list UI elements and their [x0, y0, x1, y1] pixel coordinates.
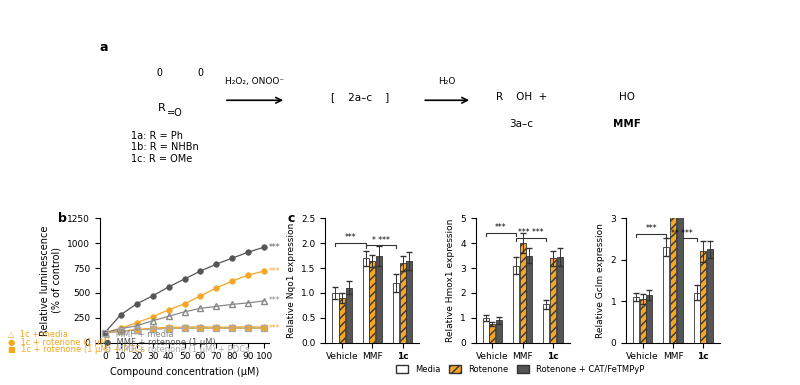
Text: ***: *** [269, 296, 281, 305]
Text: R    OH  +: R OH + [496, 92, 547, 102]
Y-axis label: Relative Nqo1 expression: Relative Nqo1 expression [287, 223, 296, 338]
Bar [663, 247, 670, 343]
Bar [707, 249, 713, 343]
Text: MMF: MMF [613, 119, 641, 129]
Text: ***: *** [269, 243, 281, 252]
Bar [520, 243, 526, 343]
Legend: Media, Rotenone, Rotenone + CAT/FeTMPyP: Media, Rotenone, Rotenone + CAT/FeTMPyP [393, 361, 647, 377]
Bar [513, 266, 519, 343]
Text: ●  MMF + rotenone (1 μM): ● MMF + rotenone (1 μM) [104, 338, 216, 346]
Y-axis label: Relative Hmox1 expression: Relative Hmox1 expression [446, 219, 454, 342]
Text: 3a–c: 3a–c [510, 119, 534, 129]
Text: H₂O: H₂O [438, 77, 456, 86]
Y-axis label: Relative luminescence
(% of control): Relative luminescence (% of control) [40, 225, 62, 336]
Bar [694, 293, 700, 343]
Text: ** ***: ** *** [670, 229, 692, 238]
Bar [332, 293, 338, 343]
Text: ***: *** [495, 223, 506, 232]
Bar [633, 297, 639, 343]
Text: ***: *** [646, 224, 657, 233]
Text: 1a: R = Ph
1b: R = NHBn
1c: R = OMe: 1a: R = Ph 1b: R = NHBn 1c: R = OMe [131, 131, 198, 164]
Text: [    2a–c    ]: [ 2a–c ] [331, 92, 390, 102]
Bar [640, 299, 646, 343]
Bar [339, 298, 345, 343]
Bar [526, 256, 533, 343]
Text: *** ***: *** *** [518, 228, 544, 237]
Y-axis label: Relative Gclm expression: Relative Gclm expression [596, 223, 605, 338]
Bar [482, 318, 489, 343]
Bar [393, 283, 399, 343]
Bar [370, 261, 375, 343]
Text: ***: *** [345, 233, 357, 242]
Bar [346, 288, 352, 343]
Bar [376, 256, 382, 343]
Text: ●  1c + rotenone (1 μM): ● 1c + rotenone (1 μM) [8, 338, 110, 346]
Bar [362, 258, 369, 343]
Text: △  MMF + media: △ MMF + media [104, 330, 174, 339]
Text: ***: *** [269, 266, 281, 276]
Bar [700, 251, 706, 343]
Text: O      O: O O [157, 69, 204, 79]
Text: △  1c + media: △ 1c + media [8, 330, 68, 339]
Text: * ***: * *** [372, 236, 390, 244]
Text: ***: *** [269, 324, 281, 333]
Bar [496, 320, 502, 343]
Bar [550, 258, 556, 343]
Bar [490, 324, 495, 343]
Bar [543, 304, 550, 343]
Bar [406, 261, 413, 343]
Text: a: a [100, 41, 109, 54]
Text: R: R [158, 103, 166, 113]
Text: =O: =O [166, 109, 182, 119]
Text: b: b [58, 212, 66, 225]
Bar [646, 295, 653, 343]
Text: H₂O₂, ONOO⁻: H₂O₂, ONOO⁻ [226, 77, 285, 86]
X-axis label: Compound concentration (μM): Compound concentration (μM) [110, 367, 259, 377]
Bar [677, 177, 682, 343]
Text: ■  1c + rotenone (1 μM) + PDCs: ■ 1c + rotenone (1 μM) + PDCs [8, 345, 145, 354]
Bar [670, 173, 676, 343]
Bar [557, 257, 562, 343]
Bar [400, 263, 406, 343]
Text: c: c [288, 212, 295, 225]
Text: HO: HO [619, 92, 635, 102]
Text: ⊡  MMF + rotenone (1 μM) + PDCs: ⊡ MMF + rotenone (1 μM) + PDCs [104, 345, 250, 354]
